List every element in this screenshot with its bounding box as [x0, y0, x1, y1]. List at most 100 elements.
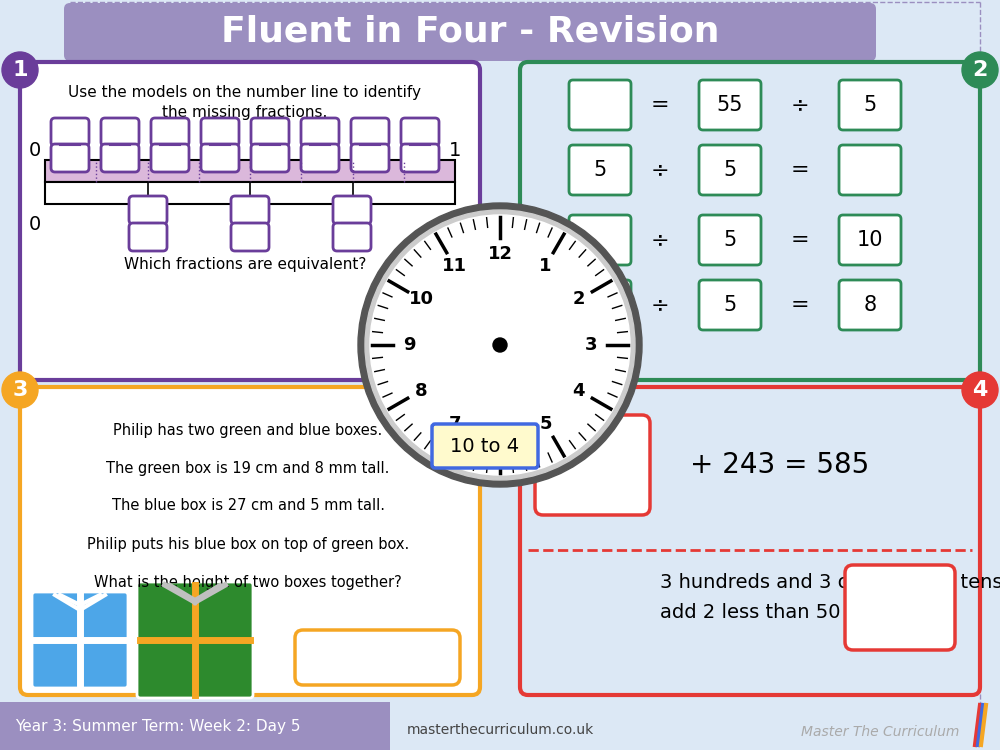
Text: 5: 5: [539, 415, 552, 433]
FancyBboxPatch shape: [51, 144, 89, 172]
Text: the missing fractions.: the missing fractions.: [162, 104, 328, 119]
FancyBboxPatch shape: [251, 144, 289, 172]
Text: 55: 55: [717, 95, 743, 115]
Text: 10 to 4: 10 to 4: [450, 436, 520, 455]
Text: 1: 1: [449, 215, 461, 235]
FancyBboxPatch shape: [333, 223, 371, 251]
Text: 10: 10: [857, 230, 883, 250]
Text: =: =: [791, 160, 809, 180]
Bar: [45, 160, 455, 182]
FancyBboxPatch shape: [137, 582, 253, 698]
FancyBboxPatch shape: [295, 630, 460, 685]
Text: add 2 less than 50 tens =: add 2 less than 50 tens =: [660, 602, 912, 622]
FancyBboxPatch shape: [20, 387, 480, 695]
FancyBboxPatch shape: [101, 144, 139, 172]
FancyBboxPatch shape: [20, 62, 480, 380]
Text: 0: 0: [29, 215, 41, 235]
Text: 1: 1: [449, 140, 461, 160]
FancyBboxPatch shape: [520, 62, 980, 380]
FancyBboxPatch shape: [351, 118, 389, 146]
Text: Fluent in Four - Revision: Fluent in Four - Revision: [221, 15, 719, 49]
Text: 0: 0: [29, 140, 41, 160]
Text: 3: 3: [12, 380, 28, 400]
Bar: [0, 702, 390, 750]
Text: 5: 5: [723, 160, 737, 180]
FancyBboxPatch shape: [301, 118, 339, 146]
Text: Which fractions are equivalent?: Which fractions are equivalent?: [124, 257, 366, 272]
Circle shape: [358, 203, 642, 487]
Text: 12: 12: [488, 245, 512, 263]
Circle shape: [962, 372, 998, 408]
Text: The blue box is 27 cm and 5 mm tall.: The blue box is 27 cm and 5 mm tall.: [112, 499, 384, 514]
Text: 10: 10: [409, 290, 434, 308]
Text: + 243 = 585: + 243 = 585: [690, 451, 870, 479]
FancyBboxPatch shape: [699, 80, 761, 130]
Circle shape: [2, 372, 38, 408]
FancyBboxPatch shape: [535, 415, 650, 515]
FancyBboxPatch shape: [432, 424, 538, 468]
FancyBboxPatch shape: [569, 280, 631, 330]
FancyBboxPatch shape: [201, 118, 239, 146]
FancyBboxPatch shape: [699, 145, 761, 195]
FancyBboxPatch shape: [129, 196, 167, 224]
FancyBboxPatch shape: [251, 118, 289, 146]
Text: What is the height of two boxes together?: What is the height of two boxes together…: [94, 574, 402, 590]
Text: 6: 6: [494, 427, 506, 445]
Text: 1: 1: [12, 60, 28, 80]
Text: Philip puts his blue box on top of green box.: Philip puts his blue box on top of green…: [87, 536, 409, 551]
FancyBboxPatch shape: [401, 144, 439, 172]
FancyBboxPatch shape: [839, 215, 901, 265]
Text: 3: 3: [585, 336, 597, 354]
FancyBboxPatch shape: [520, 387, 980, 695]
FancyBboxPatch shape: [333, 196, 371, 224]
Circle shape: [962, 52, 998, 88]
Text: 3 hundreds and 3 ones, seven tens: 3 hundreds and 3 ones, seven tens: [660, 572, 1000, 592]
Text: =: =: [791, 230, 809, 250]
FancyBboxPatch shape: [101, 118, 139, 146]
FancyBboxPatch shape: [699, 215, 761, 265]
Text: =: =: [651, 95, 669, 115]
Text: ÷: ÷: [791, 95, 809, 115]
FancyBboxPatch shape: [301, 144, 339, 172]
Text: 5: 5: [593, 160, 607, 180]
FancyBboxPatch shape: [351, 144, 389, 172]
Text: Master The Curriculum: Master The Curriculum: [801, 725, 959, 739]
FancyBboxPatch shape: [32, 592, 128, 688]
FancyBboxPatch shape: [201, 144, 239, 172]
Text: 7: 7: [448, 415, 461, 433]
Text: 4: 4: [573, 382, 585, 400]
Text: ÷: ÷: [651, 295, 669, 315]
Circle shape: [370, 215, 630, 475]
FancyBboxPatch shape: [699, 280, 761, 330]
Text: The green box is 19 cm and 8 mm tall.: The green box is 19 cm and 8 mm tall.: [106, 460, 390, 476]
Bar: [45, 182, 455, 204]
Circle shape: [2, 52, 38, 88]
FancyBboxPatch shape: [839, 280, 901, 330]
Text: 9: 9: [403, 336, 415, 354]
FancyBboxPatch shape: [151, 144, 189, 172]
FancyBboxPatch shape: [401, 118, 439, 146]
Text: 4: 4: [972, 380, 988, 400]
FancyBboxPatch shape: [839, 80, 901, 130]
Text: Year 3: Summer Term: Week 2: Day 5: Year 3: Summer Term: Week 2: Day 5: [15, 718, 300, 734]
Text: 5: 5: [723, 295, 737, 315]
FancyBboxPatch shape: [129, 223, 167, 251]
Text: =: =: [791, 295, 809, 315]
Text: 5: 5: [863, 95, 877, 115]
Text: ÷: ÷: [651, 230, 669, 250]
Text: 1: 1: [539, 257, 552, 275]
FancyBboxPatch shape: [845, 565, 955, 650]
Text: Use the models on the number line to identify: Use the models on the number line to ide…: [68, 86, 422, 100]
Text: 11: 11: [442, 257, 467, 275]
Circle shape: [365, 210, 635, 480]
Text: 5: 5: [723, 230, 737, 250]
FancyBboxPatch shape: [231, 196, 269, 224]
Text: 8: 8: [415, 382, 428, 400]
FancyBboxPatch shape: [569, 215, 631, 265]
FancyBboxPatch shape: [569, 80, 631, 130]
FancyBboxPatch shape: [151, 118, 189, 146]
Text: 8: 8: [863, 295, 877, 315]
FancyBboxPatch shape: [231, 223, 269, 251]
FancyBboxPatch shape: [839, 145, 901, 195]
Text: Philip has two green and blue boxes.: Philip has two green and blue boxes.: [113, 422, 383, 437]
